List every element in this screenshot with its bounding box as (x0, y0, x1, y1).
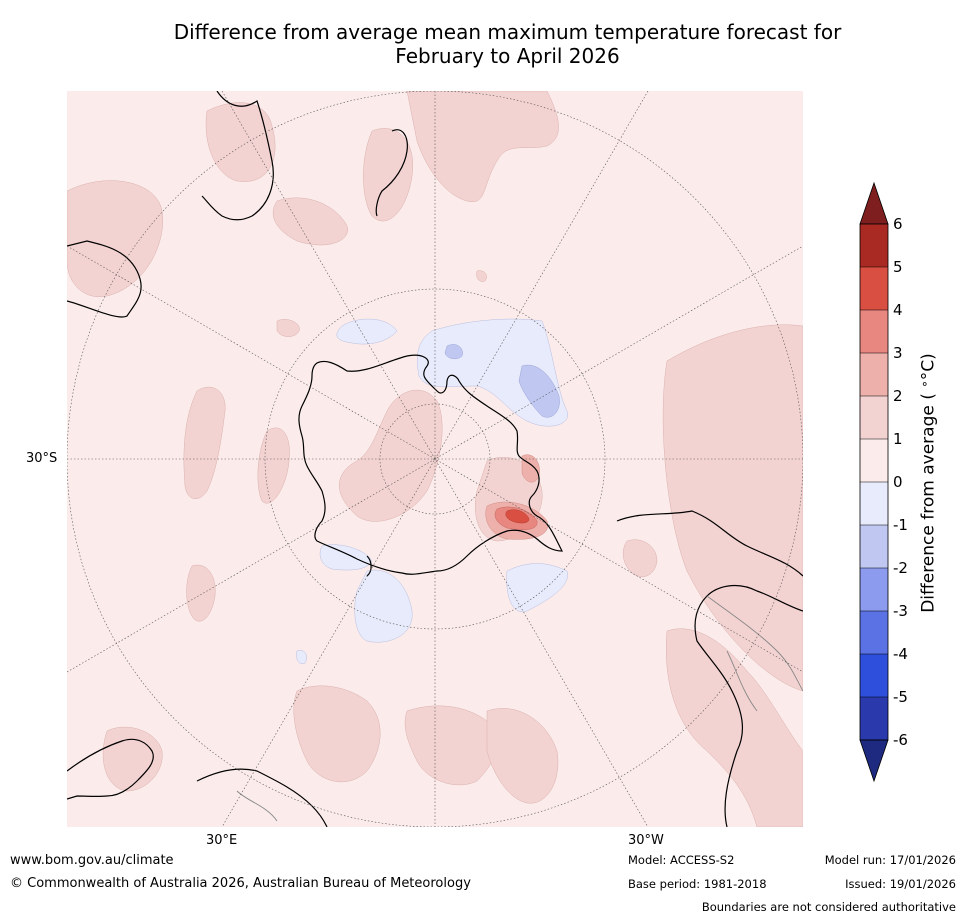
graticule (67, 91, 803, 827)
lon-label-30w: 30°W (628, 833, 664, 848)
colorbar-tick-m6: -6 (893, 731, 908, 749)
colorbar-tick-m2: -2 (893, 559, 908, 577)
colorbar-tick-4: 4 (893, 301, 903, 319)
colorbar-segment-5-6 (860, 224, 888, 267)
colorbar-segment-1-2 (860, 396, 888, 439)
colorbar-segment-m2-m1 (860, 525, 888, 568)
colorbar-tick-m5: -5 (893, 688, 908, 706)
lon-label-30e: 30°E (206, 833, 238, 848)
title-line-1: Difference from average mean maximum tem… (173, 20, 842, 44)
colorbar-tick-2: 2 (893, 387, 903, 405)
colorbar-segment-3-4 (860, 310, 888, 353)
boundaries (236, 595, 803, 822)
colorbar-title: Difference from average ( ∘°C) (918, 353, 939, 613)
colorbar-tick-5: 5 (893, 258, 903, 276)
colorbar-tick-6: 6 (893, 215, 903, 233)
footer-disclaimer: Boundaries are not considered authoritat… (701, 900, 956, 914)
colorbar-tick-lines (860, 266, 888, 698)
colorbar-segment-m6-m5 (860, 697, 888, 740)
colorbar-tick-m3: -3 (893, 602, 908, 620)
colorbar-segment-4-5 (860, 267, 888, 310)
colorbar-segment-0-1 (860, 439, 888, 482)
map-panel (67, 91, 803, 827)
footer-issued: Issued: 19/01/2026 (845, 877, 956, 891)
colorbar-tick-1: 1 (893, 430, 903, 448)
colorbar-svg (859, 181, 889, 783)
lat-label-30s: 30°S (26, 451, 58, 466)
coastlines (67, 91, 803, 827)
colorbar-segment-m4-m3 (860, 611, 888, 654)
footer-website[interactable]: www.bom.gov.au/climate (10, 853, 174, 868)
colorbar (820, 180, 965, 790)
title-line-2: February to April 2026 (395, 44, 620, 68)
colorbar-title-unit: °C) (918, 353, 939, 381)
footer-base-period: Base period: 1981-2018 (628, 877, 767, 891)
colorbar-tick-m4: -4 (893, 645, 908, 663)
colorbar-segment-m3-m2 (860, 568, 888, 611)
anomaly-regions-m2-m1 (444, 344, 560, 418)
colorbar-extend-max (859, 181, 889, 225)
anomaly-regions-1-2 (67, 91, 803, 827)
colorbar-tick-m1: -1 (893, 516, 908, 534)
colorbar-segment-2-3 (860, 353, 888, 396)
map-svg (67, 91, 803, 827)
footer-model-run: Model run: 17/01/2026 (824, 853, 956, 867)
colorbar-title-text: Difference from average ( (918, 387, 939, 613)
colorbar-tick-0: 0 (893, 473, 903, 491)
footer-model: Model: ACCESS-S2 (628, 853, 735, 867)
map-title: Difference from average mean maximum tem… (60, 20, 955, 68)
colorbar-tick-3: 3 (893, 344, 903, 362)
colorbar-extend-min (859, 739, 889, 783)
colorbar-segment-m5-m4 (860, 654, 888, 697)
footer-copyright: © Commonwealth of Australia 2026, Austra… (10, 876, 471, 891)
anomaly-regions-4-5 (505, 509, 530, 524)
colorbar-segment-m1-0 (860, 482, 888, 525)
colorbar-title-degree: ∘ (917, 380, 932, 388)
